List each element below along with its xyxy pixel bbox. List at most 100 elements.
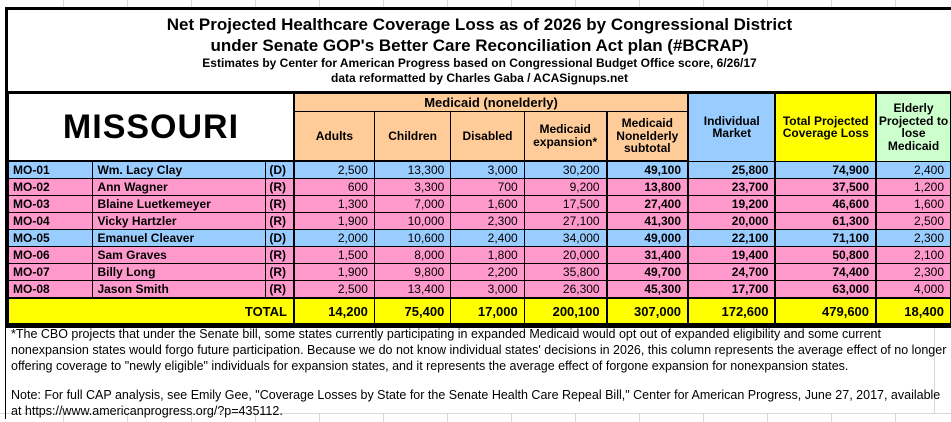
disabled-cell[interactable]: 1,600 bbox=[450, 195, 525, 213]
subtotal-cell[interactable]: 45,300 bbox=[605, 280, 689, 299]
elderly-cell[interactable]: 1,200 bbox=[875, 178, 951, 196]
total-cell[interactable]: 63,000 bbox=[774, 280, 877, 299]
adults-cell[interactable]: 1,300 bbox=[292, 195, 375, 213]
col-header-individual-market[interactable]: Individual Market bbox=[687, 93, 776, 162]
individual-cell[interactable]: 25,800 bbox=[687, 160, 776, 179]
expansion-cell[interactable]: 34,000 bbox=[523, 229, 608, 247]
disabled-cell[interactable]: 3,000 bbox=[450, 160, 525, 179]
total-cell[interactable]: 50,800 bbox=[774, 246, 877, 264]
party-cell[interactable]: (R) bbox=[265, 263, 295, 281]
adults-cell[interactable]: 1,500 bbox=[292, 246, 375, 264]
col-header-elderly-medicaid[interactable]: Elderly Projected to lose Medicaid bbox=[875, 93, 951, 162]
subtotal-cell[interactable]: 41,300 bbox=[605, 212, 689, 230]
col-header-adults[interactable]: Adults bbox=[292, 111, 375, 162]
disabled-cell[interactable]: 3,000 bbox=[450, 280, 525, 299]
representative-cell[interactable]: Emanuel Cleaver bbox=[92, 229, 267, 247]
subtotal-cell[interactable]: 31,400 bbox=[605, 246, 689, 264]
children-cell[interactable]: 10,000 bbox=[373, 212, 452, 230]
total-cell[interactable]: 46,600 bbox=[774, 195, 877, 213]
total-cell[interactable]: 61,300 bbox=[774, 212, 877, 230]
children-cell[interactable]: 8,000 bbox=[373, 246, 452, 264]
district-cell[interactable]: MO-04 bbox=[7, 212, 94, 230]
disabled-cell[interactable]: 1,800 bbox=[450, 246, 525, 264]
district-cell[interactable]: MO-06 bbox=[7, 246, 94, 264]
medicaid-group-header[interactable]: Medicaid (nonelderly) bbox=[292, 93, 689, 112]
elderly-cell[interactable]: 2,300 bbox=[875, 263, 951, 281]
subtotal-cell[interactable]: 27,400 bbox=[605, 195, 689, 213]
party-cell[interactable]: (D) bbox=[265, 160, 295, 179]
adults-cell[interactable]: 1,900 bbox=[292, 263, 375, 281]
col-header-medicaid-expansion[interactable]: Medicaid expansion* bbox=[523, 111, 608, 162]
elderly-cell[interactable]: 2,300 bbox=[875, 229, 951, 247]
party-cell[interactable]: (R) bbox=[265, 195, 295, 213]
grand-total-cell[interactable]: 479,600 bbox=[774, 297, 877, 325]
party-cell[interactable]: (D) bbox=[265, 229, 295, 247]
subtotal-cell[interactable]: 49,000 bbox=[605, 229, 689, 247]
individual-cell[interactable]: 24,700 bbox=[687, 263, 776, 281]
total-children-cell[interactable]: 75,400 bbox=[373, 297, 452, 325]
individual-cell[interactable]: 20,000 bbox=[687, 212, 776, 230]
district-cell[interactable]: MO-03 bbox=[7, 195, 94, 213]
total-cell[interactable]: 71,100 bbox=[774, 229, 877, 247]
total-cell[interactable]: 74,900 bbox=[774, 160, 877, 179]
representative-cell[interactable]: Wm. Lacy Clay bbox=[92, 160, 267, 179]
adults-cell[interactable]: 2,000 bbox=[292, 229, 375, 247]
disabled-cell[interactable]: 2,200 bbox=[450, 263, 525, 281]
expansion-cell[interactable]: 35,800 bbox=[523, 263, 608, 281]
district-cell[interactable]: MO-05 bbox=[7, 229, 94, 247]
children-cell[interactable]: 9,800 bbox=[373, 263, 452, 281]
elderly-cell[interactable]: 4,000 bbox=[875, 280, 951, 299]
party-cell[interactable]: (R) bbox=[265, 212, 295, 230]
party-cell[interactable]: (R) bbox=[265, 280, 295, 299]
children-cell[interactable]: 13,300 bbox=[373, 160, 452, 179]
col-header-medicaid-subtotal[interactable]: Medicaid Nonelderly subtotal bbox=[605, 111, 689, 162]
elderly-cell[interactable]: 2,500 bbox=[875, 212, 951, 230]
children-cell[interactable]: 3,300 bbox=[373, 178, 452, 196]
individual-cell[interactable]: 19,200 bbox=[687, 195, 776, 213]
elderly-cell[interactable]: 2,400 bbox=[875, 160, 951, 179]
col-header-total-coverage-loss[interactable]: Total Projected Coverage Loss bbox=[774, 93, 877, 162]
expansion-cell[interactable]: 30,200 bbox=[523, 160, 608, 179]
total-elderly-cell[interactable]: 18,400 bbox=[875, 297, 951, 325]
total-disabled-cell[interactable]: 17,000 bbox=[450, 297, 525, 325]
col-header-children[interactable]: Children bbox=[373, 111, 452, 162]
expansion-cell[interactable]: 26,300 bbox=[523, 280, 608, 299]
total-cell[interactable]: 74,400 bbox=[774, 263, 877, 281]
district-cell[interactable]: MO-08 bbox=[7, 280, 94, 299]
representative-cell[interactable]: Vicky Hartzler bbox=[92, 212, 267, 230]
subtotal-cell[interactable]: 49,700 bbox=[605, 263, 689, 281]
district-cell[interactable]: MO-07 bbox=[7, 263, 94, 281]
expansion-cell[interactable]: 27,100 bbox=[523, 212, 608, 230]
representative-cell[interactable]: Billy Long bbox=[92, 263, 267, 281]
representative-cell[interactable]: Sam Graves bbox=[92, 246, 267, 264]
expansion-cell[interactable]: 9,200 bbox=[523, 178, 608, 196]
total-individual-cell[interactable]: 172,600 bbox=[687, 297, 776, 325]
individual-cell[interactable]: 22,100 bbox=[687, 229, 776, 247]
state-label[interactable]: MISSOURI bbox=[7, 93, 295, 162]
adults-cell[interactable]: 1,900 bbox=[292, 212, 375, 230]
disabled-cell[interactable]: 2,300 bbox=[450, 212, 525, 230]
total-subtotal-cell[interactable]: 307,000 bbox=[605, 297, 689, 325]
adults-cell[interactable]: 2,500 bbox=[292, 160, 375, 179]
elderly-cell[interactable]: 1,600 bbox=[875, 195, 951, 213]
individual-cell[interactable]: 19,400 bbox=[687, 246, 776, 264]
disabled-cell[interactable]: 700 bbox=[450, 178, 525, 196]
total-adults-cell[interactable]: 14,200 bbox=[292, 297, 375, 325]
individual-cell[interactable]: 17,700 bbox=[687, 280, 776, 299]
representative-cell[interactable]: Blaine Luetkemeyer bbox=[92, 195, 267, 213]
children-cell[interactable]: 7,000 bbox=[373, 195, 452, 213]
adults-cell[interactable]: 2,500 bbox=[292, 280, 375, 299]
adults-cell[interactable]: 600 bbox=[292, 178, 375, 196]
district-cell[interactable]: MO-01 bbox=[7, 160, 94, 179]
total-expansion-cell[interactable]: 200,100 bbox=[523, 297, 608, 325]
party-cell[interactable]: (R) bbox=[265, 178, 295, 196]
representative-cell[interactable]: Ann Wagner bbox=[92, 178, 267, 196]
representative-cell[interactable]: Jason Smith bbox=[92, 280, 267, 299]
district-cell[interactable]: MO-02 bbox=[7, 178, 94, 196]
party-cell[interactable]: (R) bbox=[265, 246, 295, 264]
total-cell[interactable]: 37,500 bbox=[774, 178, 877, 196]
children-cell[interactable]: 13,400 bbox=[373, 280, 452, 299]
elderly-cell[interactable]: 2,100 bbox=[875, 246, 951, 264]
total-label-cell[interactable]: TOTAL bbox=[7, 297, 295, 325]
subtotal-cell[interactable]: 13,800 bbox=[605, 178, 689, 196]
